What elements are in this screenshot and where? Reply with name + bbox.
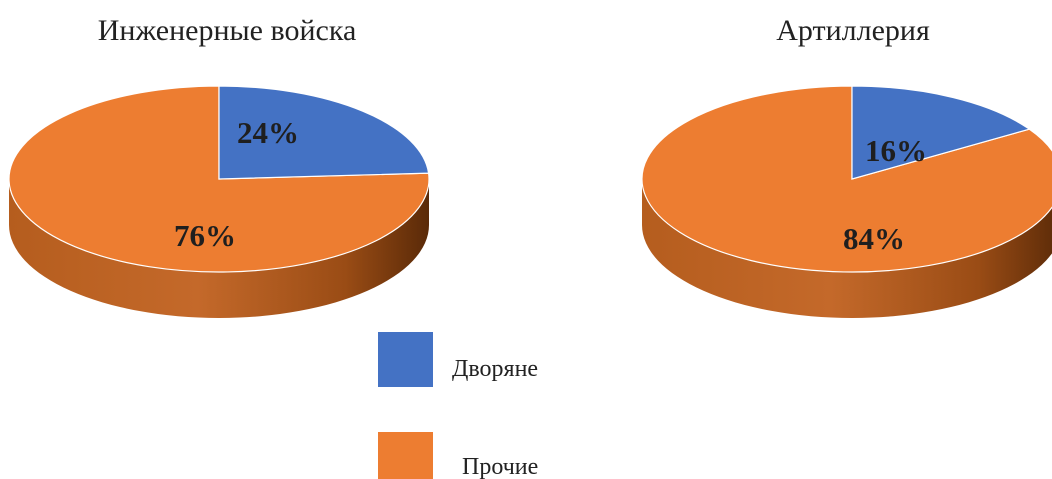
- pie-side-wall: [642, 179, 1052, 318]
- chart-title: Артиллерия: [776, 14, 930, 47]
- legend-swatch-nobles: [378, 332, 433, 387]
- pie-slice-nobles: [851, 85, 1031, 180]
- pie-engineering: [8, 85, 430, 318]
- pie-chart-artillery: Артиллерия 16% 84%: [641, 14, 1052, 318]
- pie-artillery: [641, 85, 1052, 318]
- pie-slice-others: [8, 85, 430, 273]
- pie-slice-others: [641, 85, 1052, 273]
- pie-chart-engineering: Инженерные войска 24% 76%: [8, 14, 430, 318]
- pie-side-wall: [9, 179, 429, 318]
- legend: Дворяне Прочие: [378, 332, 538, 479]
- data-label-others: 76%: [174, 218, 236, 253]
- legend-swatch-others: [378, 432, 433, 479]
- legend-label-nobles: Дворяне: [452, 356, 538, 382]
- data-label-others: 84%: [843, 221, 905, 256]
- pie-slice-nobles: [218, 85, 430, 180]
- legend-label-others: Прочие: [462, 454, 538, 479]
- data-label-nobles: 16%: [865, 133, 927, 168]
- chart-title: Инженерные войска: [98, 14, 357, 47]
- data-label-nobles: 24%: [237, 115, 299, 150]
